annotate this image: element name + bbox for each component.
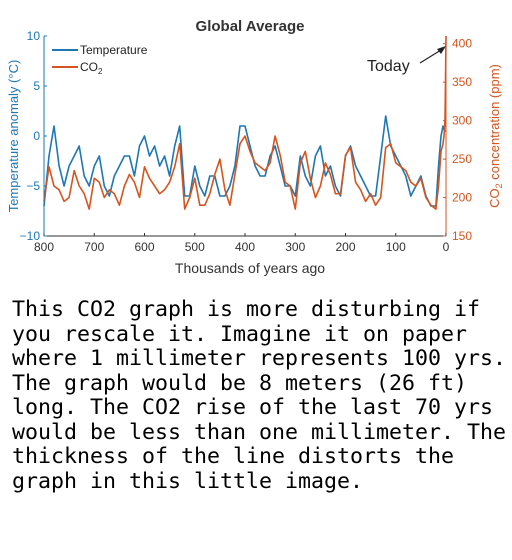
y-right-tick-label: 250 bbox=[452, 152, 472, 166]
x-tick-label: 200 bbox=[335, 240, 355, 254]
y-left-tick-label: −5 bbox=[26, 179, 40, 193]
y-axis-right-rest: concentration (ppm) bbox=[487, 64, 502, 183]
y-axis-right-subscript: 2 bbox=[494, 183, 504, 188]
annotation-arrow-line bbox=[419, 49, 442, 64]
legend-co2-subscript: 2 bbox=[98, 67, 103, 76]
y-left-tick-label: 10 bbox=[27, 29, 41, 43]
x-tick-label: 700 bbox=[84, 240, 104, 254]
x-tick-label: 0 bbox=[443, 240, 450, 254]
annotation-today: Today bbox=[367, 58, 410, 75]
x-tick-label: 400 bbox=[235, 240, 255, 254]
caption-text: This CO2 graph is more disturbing if you… bbox=[12, 297, 507, 494]
x-axis-label: Thousands of years ago bbox=[175, 260, 325, 276]
legend: Temperature CO2 bbox=[52, 43, 148, 76]
chart-title: Global Average bbox=[196, 18, 305, 35]
chart: Global Average 800 700 600 500 400 300 200 100 0… bbox=[6, 18, 504, 276]
annotation-arrow-head bbox=[437, 46, 446, 54]
y-axis-left-label: Temperature anomaly (°C) bbox=[6, 60, 21, 213]
y-right-tick-label: 150 bbox=[452, 229, 472, 243]
x-tick-label: 100 bbox=[386, 240, 406, 254]
y-left-tick-label: 0 bbox=[33, 129, 40, 143]
x-tick-label: 300 bbox=[285, 240, 305, 254]
x-tick-label: 800 bbox=[34, 240, 54, 254]
y-right-tick-label: 200 bbox=[452, 191, 472, 205]
x-tick-label: 600 bbox=[134, 240, 154, 254]
y-right-tick-label: 400 bbox=[452, 37, 472, 51]
y-right-tick-label: 350 bbox=[452, 75, 472, 89]
series-line-co2 bbox=[43, 35, 447, 210]
y-right-tick-label: 300 bbox=[452, 114, 472, 128]
legend-temperature-label: Temperature bbox=[80, 43, 148, 57]
y-axis-right-label: CO2 concentration (ppm) bbox=[487, 64, 504, 208]
legend-co2-label: CO2 bbox=[80, 60, 103, 76]
y-left-tick-label: −10 bbox=[20, 229, 41, 243]
x-tick-label: 500 bbox=[185, 240, 205, 254]
y-left-tick-label: 5 bbox=[33, 79, 40, 93]
series-line-temperature bbox=[43, 115, 446, 207]
